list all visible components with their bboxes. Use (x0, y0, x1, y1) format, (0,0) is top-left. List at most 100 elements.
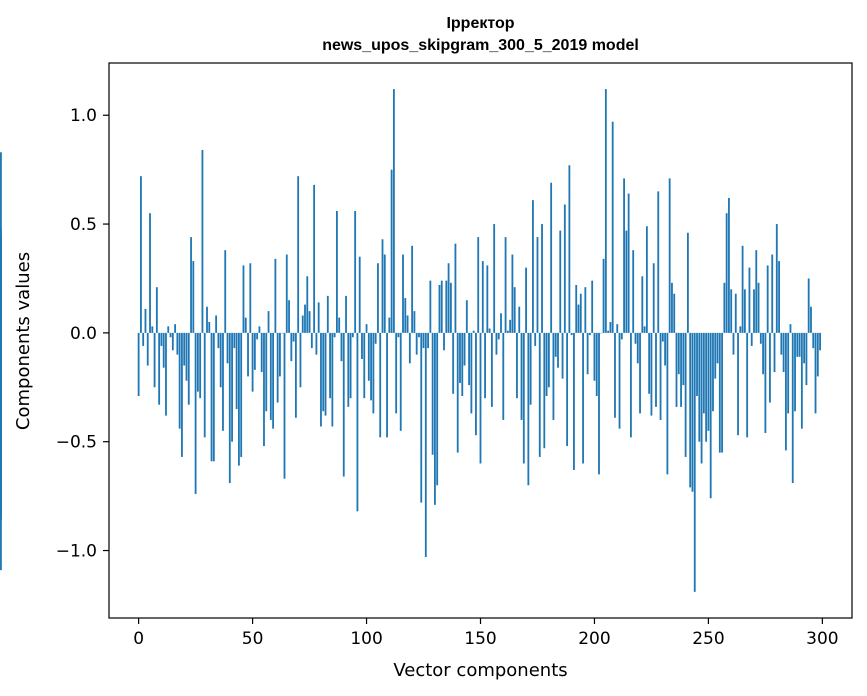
bar-component-41 (231, 332, 233, 442)
bar-component-270 (753, 289, 755, 333)
bar-component-19 (181, 332, 183, 457)
x-tick-label: 100 (350, 629, 382, 649)
bar-component-85 (331, 332, 334, 427)
bar-component-72 (301, 315, 304, 333)
bar-component-148 (475, 332, 477, 436)
bar-component-117 (404, 298, 407, 333)
bar-component-30 (206, 306, 208, 333)
bar-component-8 (155, 287, 158, 333)
bar-component-106 (379, 332, 382, 438)
bar-component-264 (739, 326, 742, 333)
bar-component-146 (470, 332, 473, 414)
bar-component-45 (240, 332, 243, 457)
bar-component-135 (445, 280, 448, 333)
bar-component-36 (219, 332, 222, 388)
bar-component-129 (431, 332, 434, 455)
bar-component-152 (484, 332, 486, 399)
bar-component-60 (274, 258, 277, 333)
bar-component-139 (454, 243, 457, 333)
bar-component-81 (322, 332, 325, 412)
bar-component-185 (559, 230, 562, 333)
bar-component-245 (696, 332, 698, 396)
bar-component-103 (372, 332, 375, 414)
bar-component-5 (149, 213, 151, 333)
bar-component-291 (800, 332, 803, 429)
bar-component-79 (317, 302, 320, 333)
bar-component-55 (263, 332, 265, 447)
bar-component-290 (798, 332, 801, 357)
bar-component-244 (693, 332, 696, 592)
bar-component-10 (160, 332, 163, 346)
bar-component-181 (550, 182, 553, 333)
bar-component-272 (757, 282, 760, 333)
bar-component-142 (461, 332, 464, 396)
bar-component-201 (595, 332, 598, 396)
bar-component-134 (443, 332, 445, 351)
bar-component-115 (399, 332, 402, 431)
bar-component-193 (577, 304, 580, 333)
bar-component-3 (144, 308, 147, 333)
bar-component-153 (486, 265, 489, 333)
bar-component-178 (543, 332, 546, 449)
bar-component-229 (659, 332, 662, 420)
x-axis-label: Vector components (393, 660, 567, 681)
bar-component-38 (224, 250, 227, 333)
bar-component-84 (329, 332, 331, 399)
bar-component-286 (789, 324, 792, 333)
bar-component-228 (657, 191, 660, 333)
x-tick-label: 50 (242, 629, 264, 649)
bar-component-199 (591, 280, 594, 333)
bar-component-57 (267, 311, 270, 333)
x-tick-label: 0 (133, 629, 144, 649)
bar-component-163 (509, 319, 512, 333)
bar-component-180 (547, 332, 550, 388)
bar-component-109 (386, 332, 388, 438)
bar-component-164 (511, 254, 514, 333)
bar-component-213 (623, 178, 625, 333)
bar-component-143 (463, 332, 466, 366)
bar-component-95 (354, 211, 357, 333)
bar-component-40 (228, 332, 231, 484)
bar-component-49 (249, 263, 252, 333)
bar-component-58 (269, 332, 272, 420)
y-tick-label: −0.5 (56, 433, 97, 453)
bar-component-154 (488, 328, 491, 333)
bar-component-27 (199, 332, 202, 399)
bar-component-289 (796, 332, 799, 357)
bar-component-298 (816, 332, 819, 377)
bar-component-275 (764, 332, 767, 433)
bar-component-116 (402, 254, 404, 333)
bar-component-127 (427, 332, 429, 349)
bar-component-160 (502, 332, 505, 420)
bar-component-9 (158, 332, 161, 405)
bar-component-204 (602, 258, 605, 333)
bar-component-281 (778, 261, 780, 333)
bar-component-190 (570, 332, 573, 336)
bar-component-251 (709, 332, 712, 499)
y-tick-label: 1.0 (70, 106, 97, 126)
bar-component-107 (381, 239, 384, 333)
bar-component-86 (333, 332, 336, 338)
bar-component-299 (819, 332, 821, 351)
bar-component-61 (276, 332, 279, 403)
bar-component-102 (370, 332, 373, 401)
bar-component-200 (593, 332, 596, 381)
bar-component-280 (775, 224, 778, 333)
bar-component-169 (522, 332, 525, 464)
bar-component-128 (429, 280, 432, 333)
bar-component-271 (755, 250, 758, 333)
bar-component-221 (641, 276, 644, 333)
bar-component-74 (306, 276, 309, 333)
bar-component-100 (365, 324, 368, 333)
bar-component-256 (721, 332, 723, 453)
bar-component-13 (167, 326, 170, 333)
bar-component-16 (174, 324, 176, 333)
bar-component-111 (390, 169, 393, 333)
bar-component-246 (698, 332, 701, 442)
bar-component-11 (162, 332, 165, 368)
bar-component-64 (283, 332, 286, 479)
bar-component-15 (171, 332, 174, 351)
bar-component-4 (146, 332, 149, 366)
bar-component-53 (258, 326, 261, 333)
bar-component-37 (222, 332, 224, 431)
